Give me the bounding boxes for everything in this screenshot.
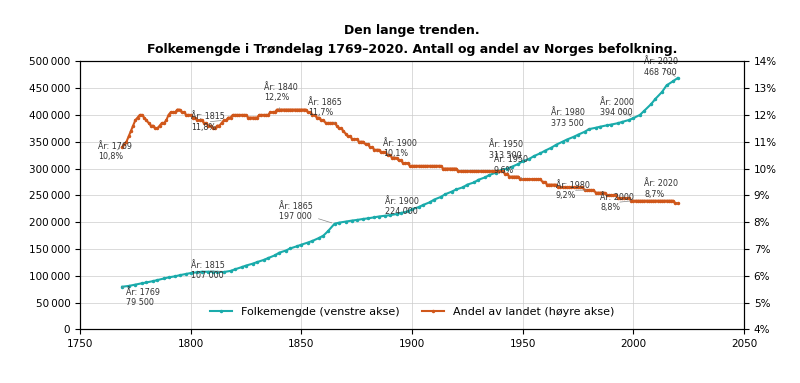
Andel av landet (høyre akse) — [118, 145, 127, 149]
Text: År: 1980
9,2%: År: 1980 9,2% — [556, 181, 590, 200]
Folkemengde (venstre akse) — [159, 276, 169, 281]
Text: År: 1769
10,8%: År: 1769 10,8% — [98, 142, 132, 161]
Text: År: 1840
12,2%: År: 1840 12,2% — [264, 83, 298, 110]
Andel av landet (høyre akse) — [128, 123, 138, 128]
Andel av landet (høyre akse) — [673, 201, 682, 206]
Text: År: 2000
8,8%: År: 2000 8,8% — [600, 193, 634, 212]
Folkemengde (venstre akse) — [535, 151, 545, 155]
Andel av landet (høyre akse) — [560, 185, 570, 190]
Line: Folkemengde (venstre akse): Folkemengde (venstre akse) — [121, 77, 678, 288]
Text: År: 1815
107 000: År: 1815 107 000 — [190, 261, 225, 280]
Title: Den lange trenden.
Folkemengde i Trøndelag 1769–2020. Antall og andel av Norges : Den lange trenden. Folkemengde i Trøndel… — [147, 24, 677, 56]
Text: År: 2000
394 000: År: 2000 394 000 — [600, 98, 634, 117]
Text: År: 1865
197 000: År: 1865 197 000 — [279, 202, 332, 223]
Andel av landet (høyre akse) — [509, 174, 518, 179]
Folkemengde (venstre akse) — [259, 258, 269, 262]
Text: År: 1950
313 500: År: 1950 313 500 — [490, 141, 523, 160]
Text: År: 1900
10,1%: År: 1900 10,1% — [383, 139, 417, 164]
Text: År: 1980
373 500: År: 1980 373 500 — [551, 108, 589, 129]
Folkemengde (venstre akse) — [506, 165, 516, 169]
Folkemengde (venstre akse) — [673, 76, 682, 80]
Text: År: 2020
8,7%: År: 2020 8,7% — [644, 179, 678, 203]
Folkemengde (venstre akse) — [118, 285, 127, 289]
Line: Andel av landet (høyre akse): Andel av landet (høyre akse) — [121, 108, 678, 205]
Andel av landet (høyre akse) — [286, 107, 295, 112]
Andel av landet (høyre akse) — [670, 201, 680, 206]
Text: År: 1865
11,7%: År: 1865 11,7% — [308, 98, 342, 123]
Text: År: 1769
79 500: År: 1769 79 500 — [122, 287, 161, 307]
Text: År: 1815
11,8%: År: 1815 11,8% — [190, 112, 225, 132]
Folkemengde (venstre akse) — [451, 187, 461, 192]
Andel av landet (høyre akse) — [474, 169, 483, 173]
Legend: Folkemengde (venstre akse), Andel av landet (høyre akse): Folkemengde (venstre akse), Andel av lan… — [206, 302, 618, 321]
Andel av landet (høyre akse) — [173, 107, 182, 112]
Text: År: 2020
468 700: År: 2020 468 700 — [644, 57, 678, 77]
Text: År: 1900
224 000: År: 1900 224 000 — [386, 197, 419, 216]
Text: År: 1950
9,6%: År: 1950 9,6% — [494, 155, 528, 179]
Folkemengde (venstre akse) — [374, 214, 383, 219]
Andel av landet (høyre akse) — [662, 198, 671, 203]
